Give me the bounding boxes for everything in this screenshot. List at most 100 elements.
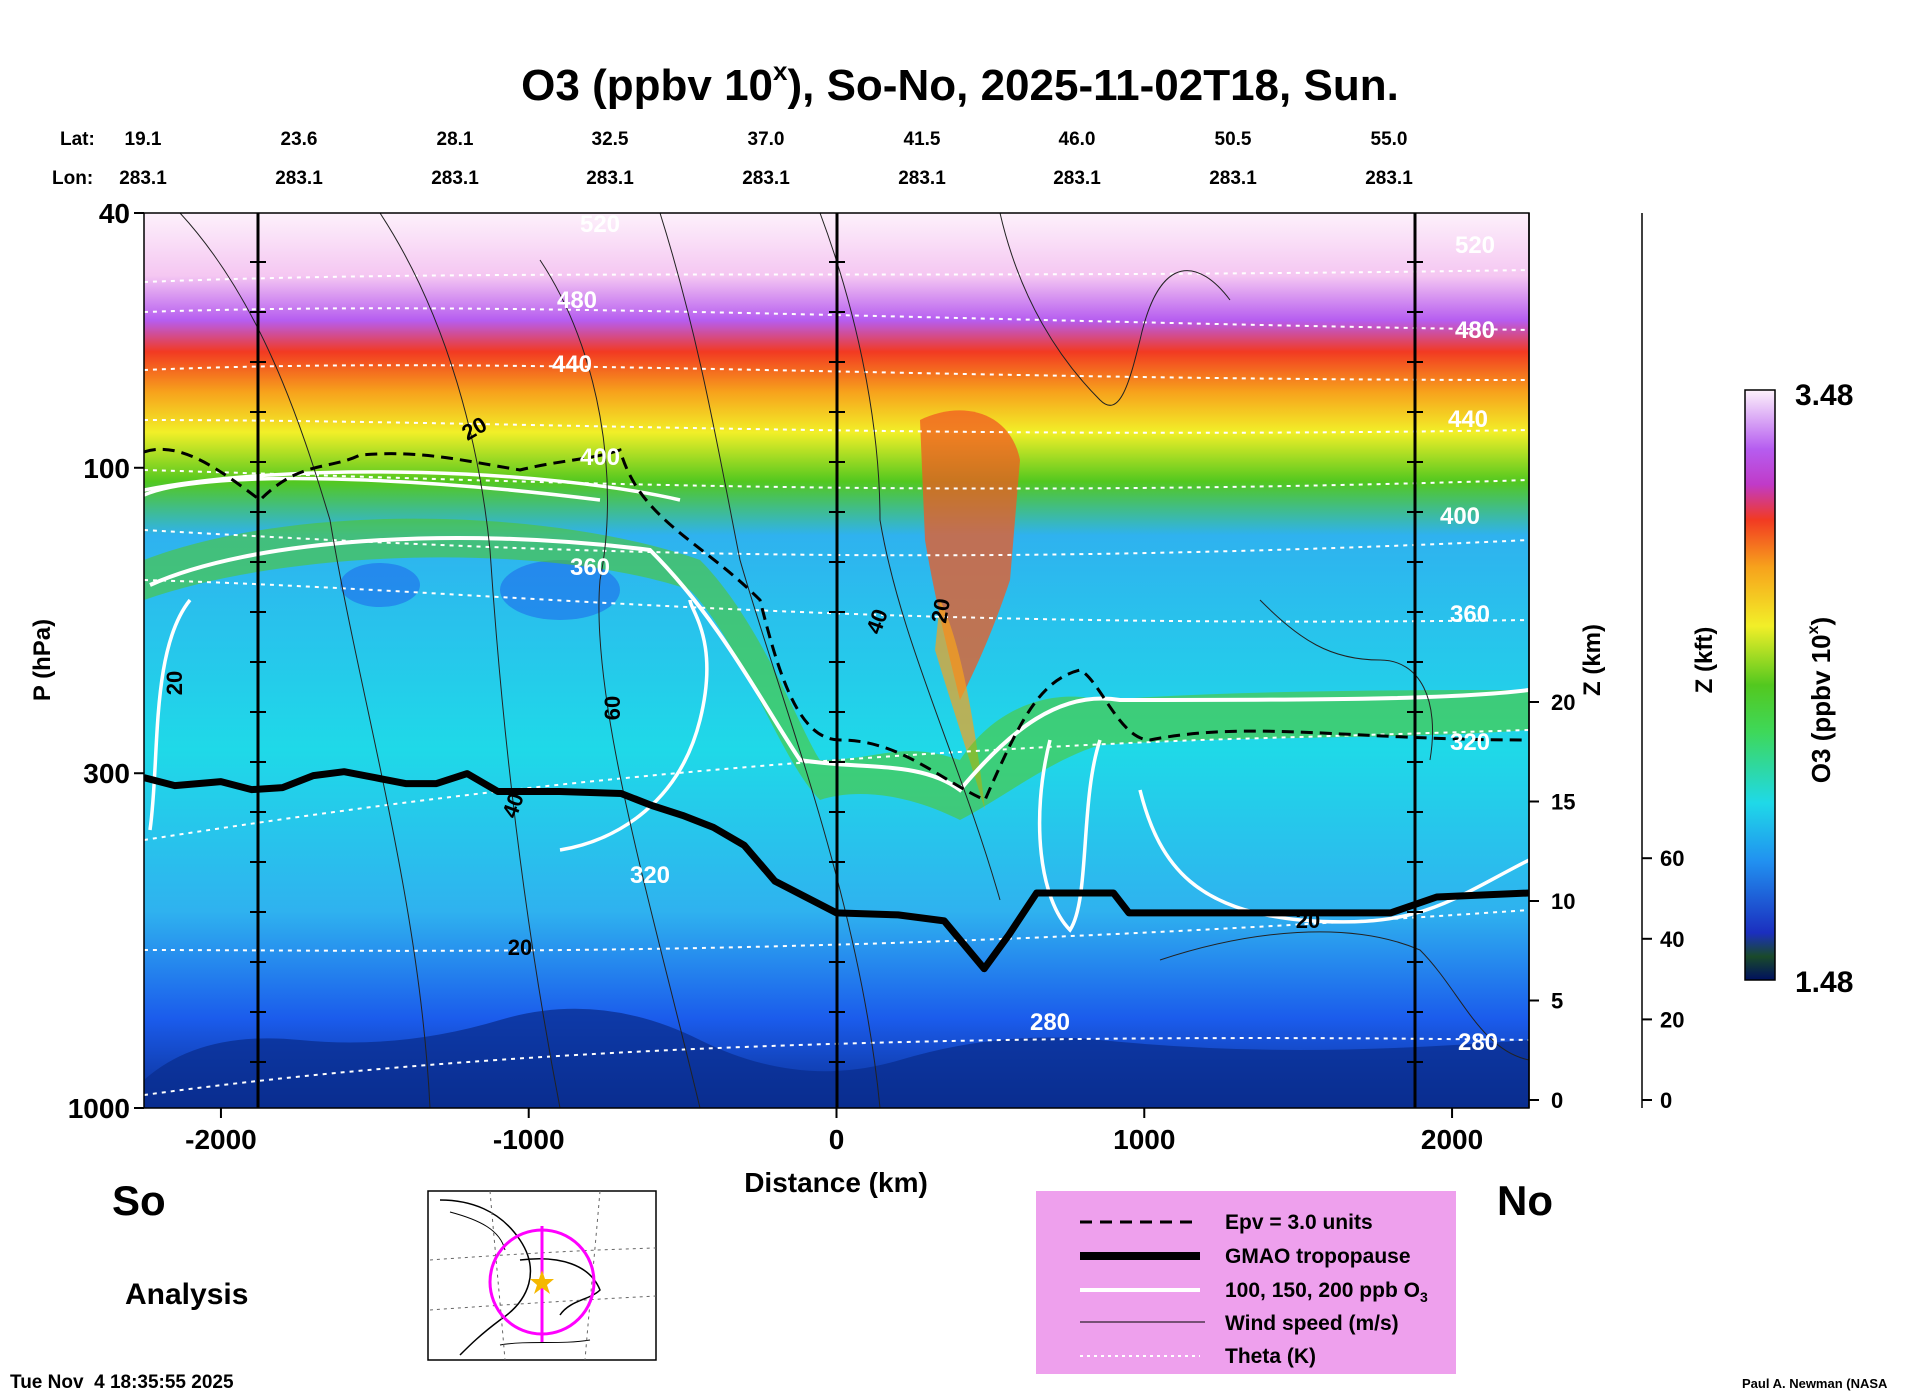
wind-contour xyxy=(379,213,561,1108)
theta-label: 480 xyxy=(1455,317,1495,344)
theta-label: 520 xyxy=(1455,232,1495,259)
z-kft-tick-label: 60 xyxy=(1660,846,1684,871)
low-ozone-pocket xyxy=(340,563,420,607)
legend-label-theta: Theta (K) xyxy=(1225,1345,1316,1368)
lon-value: 283.1 xyxy=(119,168,167,189)
theta-line xyxy=(144,364,1529,381)
y-tick-label: 40 xyxy=(99,198,130,229)
theta-line xyxy=(144,1037,1529,1096)
theta-label: 320 xyxy=(630,862,670,889)
x-tick-label: 2000 xyxy=(1421,1124,1483,1155)
theta-label: 280 xyxy=(1458,1029,1498,1056)
x-tick-label: 0 xyxy=(829,1124,845,1155)
x-tick-label: -2000 xyxy=(185,1124,257,1155)
epv-line xyxy=(144,447,1529,802)
chart-title: O3 (ppbv 10x), So-No, 2025-11-02T18, Sun… xyxy=(521,56,1399,110)
z-km-tick-label: 20 xyxy=(1551,690,1575,715)
theta-line xyxy=(144,419,1529,434)
theta-line xyxy=(144,269,1529,283)
wind-label: 20 xyxy=(162,671,187,695)
x-tick-label: -1000 xyxy=(493,1124,565,1155)
wind-label: 20 xyxy=(1296,908,1320,933)
theta-label: 440 xyxy=(1448,406,1488,433)
lat-value: 55.0 xyxy=(1371,129,1408,150)
lat-value: 50.5 xyxy=(1215,129,1252,150)
lat-value: 37.0 xyxy=(748,129,785,150)
lon-value: 283.1 xyxy=(1053,168,1101,189)
analysis-label: Analysis xyxy=(125,1278,248,1311)
map-inset xyxy=(427,1190,657,1361)
lon-value: 283.1 xyxy=(1209,168,1257,189)
theta-line xyxy=(144,469,1529,490)
lon-label: Lon: xyxy=(52,168,93,189)
lon-value: 283.1 xyxy=(586,168,634,189)
colorbar-max: 3.48 xyxy=(1795,379,1853,412)
coastline xyxy=(449,1211,591,1346)
theta-labels: 520 480 440 400 360 320 280 520 480 440 400 360 320 2… xyxy=(552,213,1498,1056)
axes: -2000 -1000 0 1000 2000 40 100 300 1000 0 5 10 15 20 0… xyxy=(68,198,1685,1155)
z-km-tick-label: 10 xyxy=(1551,889,1575,914)
legend-label-ozone: 100, 150, 200 ppb O3 xyxy=(1225,1279,1428,1305)
timestamp: Tue Nov 4 18:35:55 2025 xyxy=(10,1372,234,1393)
lat-label: Lat: xyxy=(60,129,95,150)
boundary-layer-low-ozone xyxy=(144,1008,1529,1108)
theta-label: 280 xyxy=(1030,1009,1070,1036)
z-kft-tick-label: 40 xyxy=(1660,927,1684,952)
north-label: No xyxy=(1497,1177,1553,1224)
plot-area: 520 480 440 400 360 320 280 520 480 440 400 360 320 2… xyxy=(144,213,1529,1108)
lon-value: 283.1 xyxy=(1365,168,1413,189)
theta-label: 400 xyxy=(580,444,620,471)
center-star-icon xyxy=(530,1270,554,1294)
legend-label-wind: Wind speed (m/s) xyxy=(1225,1312,1399,1335)
lat-value: 23.6 xyxy=(281,129,318,150)
legend: Epv = 3.0 units GMAO tropopause 100, 150… xyxy=(1036,1191,1456,1374)
lat-value: 19.1 xyxy=(125,129,162,150)
y-tick-label: 100 xyxy=(83,453,130,484)
y-axis-label: P (hPa) xyxy=(29,619,56,701)
lat-value: 32.5 xyxy=(592,129,629,150)
section-ticks xyxy=(250,261,1423,1063)
colorbar xyxy=(1744,389,1776,981)
coastline xyxy=(439,1199,601,1356)
credit: Paul A. Newman (NASA xyxy=(1742,1376,1888,1391)
legend-label-tropopause: GMAO tropopause xyxy=(1225,1245,1411,1268)
theta-label: 440 xyxy=(552,351,592,378)
wind-contour xyxy=(819,213,1001,901)
colorbar-label: O3 (ppbv 10x) xyxy=(1805,617,1836,783)
z-kft-axis-label: Z (kft) xyxy=(1691,627,1718,694)
wind-contour xyxy=(179,213,431,1108)
lon-value: 283.1 xyxy=(275,168,323,189)
lat-value: 46.0 xyxy=(1059,129,1096,150)
theta-label: 480 xyxy=(557,287,597,314)
wind-label: 60 xyxy=(600,696,625,720)
ozone-contour-white xyxy=(148,598,709,852)
theta-label: 400 xyxy=(1440,503,1480,530)
colorbar-min: 1.48 xyxy=(1795,966,1853,999)
south-label: So xyxy=(112,1177,166,1224)
lat-value: 41.5 xyxy=(904,129,941,150)
theta-label: 320 xyxy=(1450,729,1490,756)
lon-value: 283.1 xyxy=(431,168,479,189)
z-kft-tick-label: 20 xyxy=(1660,1007,1684,1032)
ozone-contour-white xyxy=(144,470,681,502)
x-axis-label: Distance (km) xyxy=(744,1167,928,1198)
y-tick-label: 1000 xyxy=(68,1093,130,1124)
gmao-tropopause xyxy=(144,768,1529,973)
ozone-contour-white xyxy=(149,536,1529,793)
wind-label: 20 xyxy=(926,596,955,624)
theta-line xyxy=(144,909,1529,952)
x-tick-label: 1000 xyxy=(1113,1124,1175,1155)
theta-line xyxy=(144,529,1529,557)
z-kft-tick-label: 0 xyxy=(1660,1088,1672,1113)
theta-label: 360 xyxy=(1450,601,1490,628)
theta-label: 360 xyxy=(570,554,610,581)
low-ozone-pocket xyxy=(500,560,620,620)
legend-label-epv: Epv = 3.0 units xyxy=(1225,1211,1373,1234)
wind-contour xyxy=(1259,599,1434,761)
y-tick-label: 300 xyxy=(83,758,130,789)
lon-value: 283.1 xyxy=(742,168,790,189)
theta-line xyxy=(144,307,1529,331)
lon-value: 283.1 xyxy=(898,168,946,189)
lat-lon-row: 19.1 23.6 28.1 32.5 37.0 41.5 46.0 50.5 55.0 283.… xyxy=(119,129,1413,189)
